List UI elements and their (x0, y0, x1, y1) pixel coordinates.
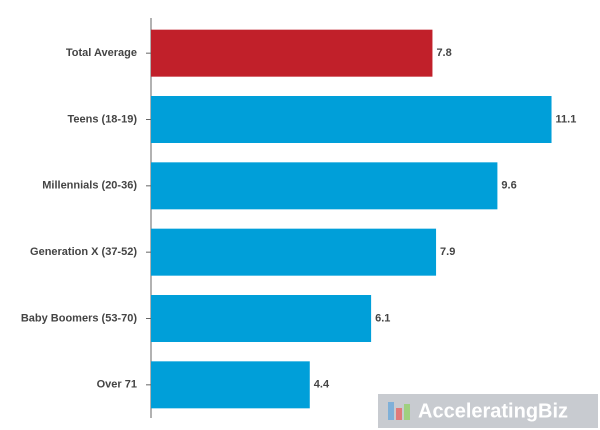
bar (151, 162, 498, 210)
y-tick-label: Generation X (37-52) (30, 246, 137, 258)
bar (151, 29, 433, 77)
watermark-box (378, 394, 598, 428)
value-label: 4.4 (314, 379, 330, 391)
value-label: 9.6 (501, 180, 516, 192)
y-tick-label: Baby Boomers (53-70) (21, 312, 137, 324)
value-label: 7.8 (436, 47, 451, 59)
value-label: 6.1 (375, 312, 390, 324)
y-tick-label: Millennials (20-36) (42, 180, 137, 192)
y-tick-label: Teens (18-19) (68, 113, 138, 125)
watermark: AcceleratingBiz (418, 400, 568, 422)
bar (151, 361, 310, 409)
bar (151, 295, 372, 342)
y-tick-label: Total Average (66, 47, 137, 59)
y-tick-label: Over 71 (97, 379, 137, 391)
value-label: 7.9 (440, 246, 455, 258)
logo-bar (404, 404, 410, 420)
bar (151, 228, 437, 276)
bar (151, 96, 552, 143)
value-label: 11.1 (556, 113, 577, 125)
logo-bar (388, 402, 394, 420)
logo-bar (396, 408, 402, 420)
